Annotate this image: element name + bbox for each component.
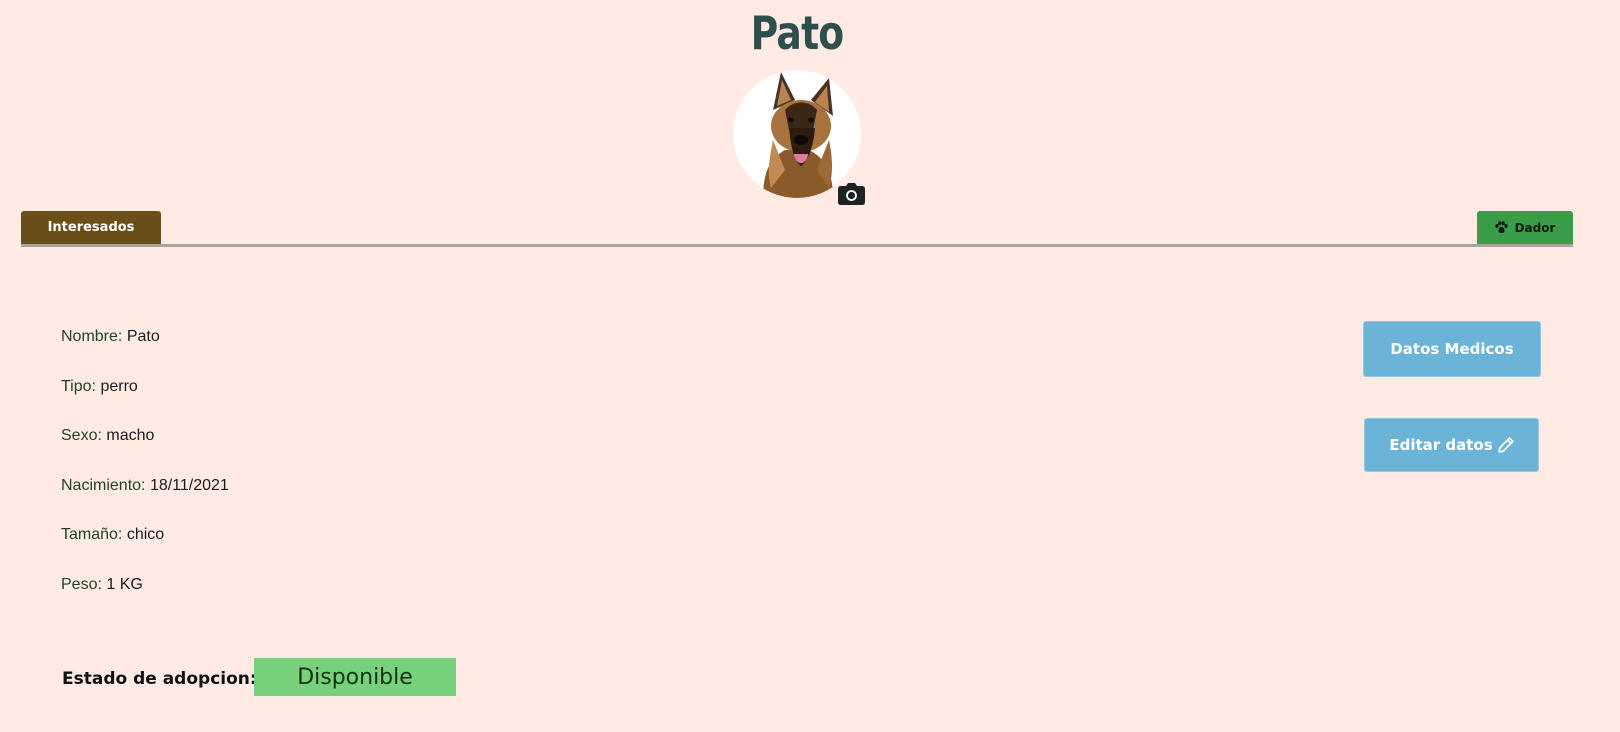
tabs-divider — [21, 244, 1573, 247]
field-value: Pato — [126, 328, 160, 345]
datos-medicos-button[interactable]: Datos Medicos — [1363, 321, 1541, 377]
dog-photo — [763, 72, 833, 198]
field-value: 18/11/2021 — [149, 477, 229, 494]
field-peso: Peso: 1 KG — [61, 576, 143, 594]
pencil-icon — [1498, 437, 1514, 453]
field-label: Nombre: — [61, 328, 123, 345]
editar-datos-button[interactable]: Editar datos — [1364, 418, 1539, 472]
field-label: Tipo: — [61, 378, 96, 395]
field-value: perro — [100, 378, 138, 395]
field-label: Sexo: — [61, 427, 102, 444]
pet-avatar — [733, 70, 861, 198]
field-nacimiento: Nacimiento: 18/11/2021 — [61, 477, 229, 495]
field-tamano: Tamaño: chico — [61, 526, 164, 544]
field-nombre: Nombre: Pato — [61, 328, 160, 346]
camera-icon[interactable] — [838, 183, 865, 205]
field-label: Tamaño: — [61, 526, 123, 543]
editar-datos-label: Editar datos — [1389, 436, 1493, 454]
field-label: Peso: — [61, 576, 102, 593]
page-title: Pato — [750, 6, 845, 60]
dador-button[interactable]: Dador — [1477, 211, 1573, 244]
paw-icon — [1494, 221, 1508, 234]
interesados-label: Interesados — [47, 220, 135, 235]
field-tipo: Tipo: perro — [61, 378, 138, 396]
dador-label: Dador — [1514, 220, 1556, 235]
datos-medicos-label: Datos Medicos — [1390, 340, 1514, 358]
interesados-button[interactable]: Interesados — [21, 211, 161, 244]
adoption-status-label: Estado de adopcion: — [62, 669, 257, 689]
adoption-status-badge: Disponible — [254, 658, 456, 696]
field-sexo: Sexo: macho — [61, 427, 154, 445]
field-value: 1 KG — [106, 576, 143, 593]
field-value: macho — [106, 427, 155, 444]
field-value: chico — [126, 526, 165, 543]
field-label: Nacimiento: — [61, 477, 146, 494]
